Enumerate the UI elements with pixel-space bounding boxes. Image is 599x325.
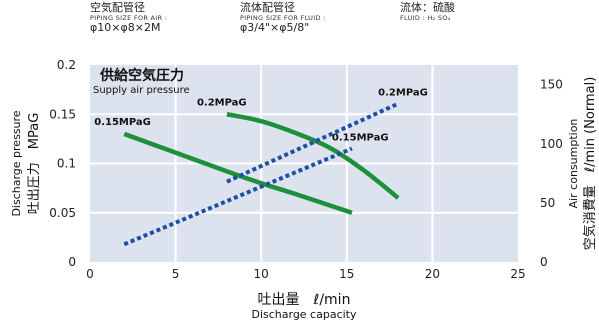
fluid-piping-label-jp: 流体配管径 <box>240 1 295 14</box>
x-axis-label-en: Discharge capacity <box>251 308 357 321</box>
series-line-discharge-pressure-0 <box>226 112 400 200</box>
fluid-spec: 流体：硫酸 FLUID : H₂ SO₄ <box>400 1 455 22</box>
y2-tick-label: 100 <box>540 137 563 151</box>
chart-title: 供給空気圧力 <box>99 67 184 84</box>
y2-axis-label: 空気消費量 ℓ/min (Normal) <box>582 77 598 251</box>
y-tick-label: 0.1 <box>57 157 76 171</box>
fluid-piping-value: φ3/4"×φ5/8" <box>240 21 310 35</box>
y2-axis-label-en: Air consumption <box>567 119 580 209</box>
y-tick-label: 0 <box>68 255 76 269</box>
y-tick-label: 0.05 <box>49 206 76 220</box>
x-axis-label: 吐出量 ℓ/min <box>258 292 351 308</box>
series-label-discharge-pressure-1: 0.15MPaG <box>94 117 151 128</box>
y-axis-label: 吐出圧力 MPaG <box>27 113 42 215</box>
air-piping-spec: 空気配管径 PIPING SIZE FOR AIR : φ10×φ8×2M <box>90 1 168 35</box>
y-tick-label: 0.15 <box>49 107 76 121</box>
series-line-discharge-pressure-1 <box>123 131 353 215</box>
series-line-air-consumption-3 <box>123 146 353 247</box>
series-label-air-consumption-3: 0.15MPaG <box>332 133 389 144</box>
series-label-discharge-pressure-0: 0.2MPaG <box>197 97 247 108</box>
fluid-label-en: FLUID : H₂ SO₄ <box>400 13 451 22</box>
y2-tick-label: 150 <box>540 78 563 92</box>
x-tick-label: 20 <box>425 267 440 281</box>
x-tick-label: 15 <box>339 267 354 281</box>
series-label-air-consumption-2: 0.2MPaG <box>378 88 428 99</box>
series-line-air-consumption-2 <box>226 101 399 184</box>
y-tick-label: 0.2 <box>57 58 76 72</box>
y-axis-label-en: Discharge pressure <box>10 110 23 216</box>
chart-subtitle: Supply air pressure <box>93 85 190 96</box>
fluid-label-jp: 流体：硫酸 <box>400 1 455 14</box>
x-tick-label: 0 <box>86 267 94 281</box>
x-tick-label: 25 <box>510 267 525 281</box>
x-tick-label: 5 <box>172 267 180 281</box>
air-piping-label-en: PIPING SIZE FOR AIR : <box>90 13 168 22</box>
y2-tick-label: 0 <box>540 255 548 269</box>
fluid-piping-label-en: PIPING SIZE FOR FLUID : <box>240 13 326 22</box>
air-piping-label-jp: 空気配管径 <box>90 1 145 14</box>
x-tick-label: 10 <box>254 267 269 281</box>
fluid-piping-spec: 流体配管径 PIPING SIZE FOR FLUID : φ3/4"×φ5/8… <box>240 1 326 35</box>
y2-tick-label: 50 <box>540 196 555 210</box>
air-piping-value: φ10×φ8×2M <box>90 21 161 35</box>
